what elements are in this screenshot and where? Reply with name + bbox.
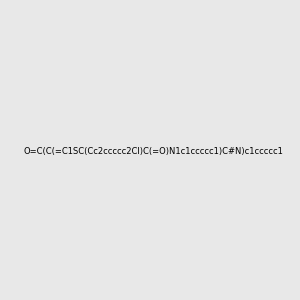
Text: O=C(C(=C1SC(Cc2ccccc2Cl)C(=O)N1c1ccccc1)C#N)c1ccccc1: O=C(C(=C1SC(Cc2ccccc2Cl)C(=O)N1c1ccccc1)…: [24, 147, 284, 156]
